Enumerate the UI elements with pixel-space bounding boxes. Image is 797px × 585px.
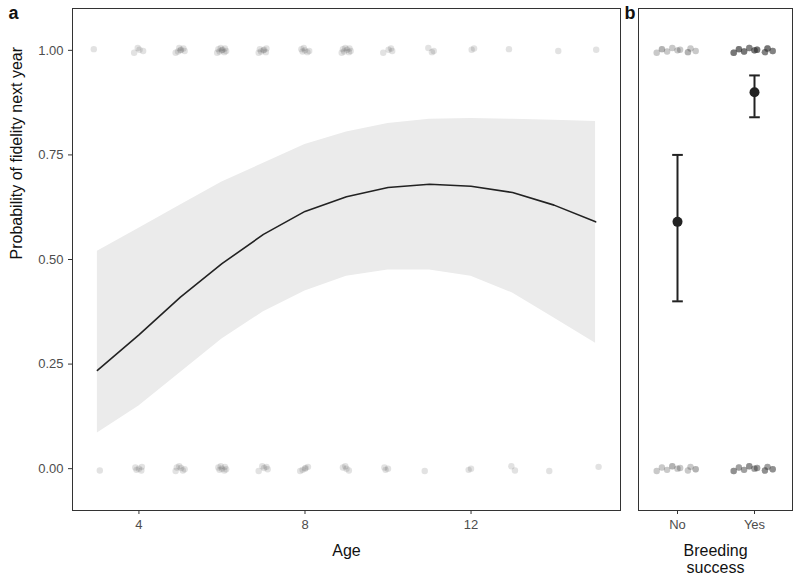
svg-text:b: b [625,3,636,23]
svg-text:8: 8 [301,517,308,532]
svg-text:0.25: 0.25 [38,356,63,371]
svg-text:No: No [669,517,686,532]
svg-text:Probability of fidelity next y: Probability of fidelity next year [8,46,25,259]
svg-text:4: 4 [135,517,142,532]
svg-text:0.00: 0.00 [38,461,63,476]
svg-text:Breedingsuccess: Breedingsuccess [683,542,747,576]
svg-text:0.50: 0.50 [38,252,63,267]
svg-text:Age: Age [332,542,361,559]
svg-text:a: a [9,3,20,23]
svg-text:12: 12 [464,517,478,532]
svg-text:0.75: 0.75 [38,147,63,162]
svg-text:Yes: Yes [744,517,766,532]
svg-text:1.00: 1.00 [38,42,63,57]
